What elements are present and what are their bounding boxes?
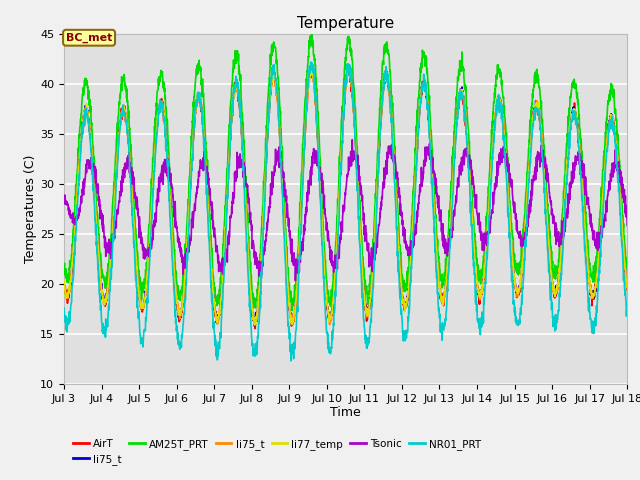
NR01_PRT [375,170,383,176]
li77_temp [60,277,68,283]
Tsonic [60,192,68,198]
li75_t [574,127,582,132]
li75_t [589,291,597,297]
AirT [60,280,68,286]
AM25T_PRT [288,308,296,313]
li77_temp [623,283,631,289]
NR01_PRT [574,137,582,143]
Tsonic [510,204,518,210]
NR01_PRT [60,305,68,311]
li75_t [217,298,225,303]
Title: Temperature: Temperature [297,16,394,31]
NR01_PRT [623,313,631,319]
AM25T_PRT [362,286,370,291]
li77_temp [375,156,383,162]
li75_t [510,269,518,275]
AM25T_PRT [589,263,597,268]
NR01_PRT [308,60,316,65]
AM25T_PRT [60,261,68,267]
li77_temp [345,65,353,71]
li75_t [251,323,259,329]
NR01_PRT [510,300,518,305]
li75_t [60,282,68,288]
li77_temp [217,295,225,301]
li75_t [623,286,631,292]
AirT [375,160,383,166]
NR01_PRT [287,358,295,364]
li77_temp [510,272,518,277]
Line: Tsonic: Tsonic [64,140,627,281]
AirT [362,311,370,317]
AirT [307,65,314,71]
li75_t [362,303,370,309]
AM25T_PRT [217,273,225,279]
Tsonic [362,230,370,236]
li75_t [60,279,68,285]
NR01_PRT [362,341,370,347]
AM25T_PRT [574,101,582,107]
li75_t [375,158,383,164]
li77_temp [251,322,259,328]
li77_temp [589,291,597,297]
Line: li77_temp: li77_temp [64,68,627,325]
Line: NR01_PRT: NR01_PRT [64,62,627,361]
li77_temp [574,127,582,133]
Tsonic [292,278,300,284]
li75_t [346,66,353,72]
AM25T_PRT [623,265,631,271]
X-axis label: Time: Time [330,407,361,420]
li75_t [251,323,259,328]
Tsonic [623,223,631,228]
Line: AirT: AirT [64,68,627,329]
Tsonic [217,266,225,272]
li75_t [217,293,225,299]
Line: AM25T_PRT: AM25T_PRT [64,34,627,311]
Y-axis label: Temperatures (C): Temperatures (C) [24,155,37,263]
Tsonic [375,222,383,228]
AirT [510,274,518,280]
li75_t [574,131,582,137]
li75_t [510,271,518,276]
Line: li75_t: li75_t [64,69,627,325]
NR01_PRT [589,331,597,336]
li75_t [375,157,383,163]
li75_t [346,66,353,72]
AM25T_PRT [510,250,518,255]
AM25T_PRT [375,126,383,132]
AirT [252,326,259,332]
AM25T_PRT [308,31,316,36]
Tsonic [574,149,582,155]
Line: li75_t: li75_t [64,69,627,326]
AirT [574,127,582,132]
AirT [217,294,225,300]
li75_t [623,288,631,293]
li75_t [589,293,597,299]
li75_t [362,312,370,318]
NR01_PRT [217,329,225,335]
AirT [589,291,597,297]
Legend: AirT, li75_t, AM25T_PRT, li75_t, li77_temp, Tsonic, NR01_PRT: AirT, li75_t, AM25T_PRT, li75_t, li77_te… [69,435,485,469]
li77_temp [362,311,370,317]
Tsonic [589,228,597,233]
Text: BC_met: BC_met [66,33,112,43]
AirT [623,286,631,291]
Tsonic [348,137,356,143]
